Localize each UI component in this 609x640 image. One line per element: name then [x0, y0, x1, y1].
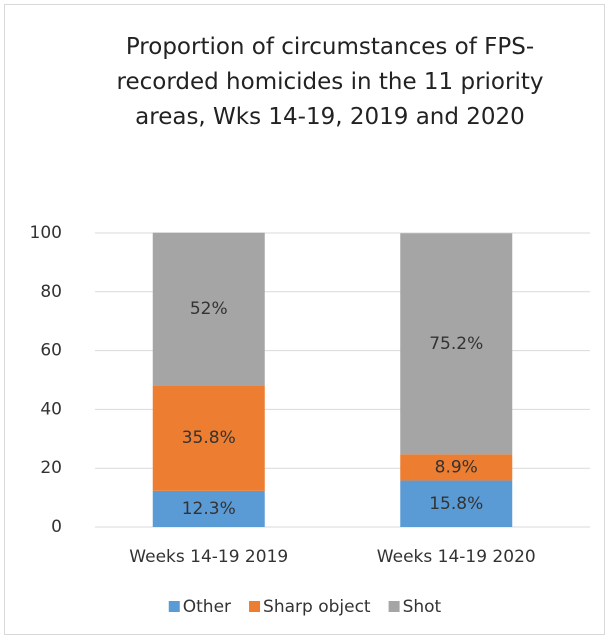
y-tick-label: 80 — [40, 282, 62, 302]
legend-swatch — [168, 601, 180, 612]
data-label: 12.3% — [182, 499, 236, 519]
legend-label: Sharp object — [263, 597, 371, 617]
bar-segment — [152, 490, 265, 527]
data-label: 15.8% — [429, 494, 483, 514]
bar-segment — [400, 480, 513, 527]
y-tick-label: 20 — [40, 458, 62, 478]
bar-segment — [400, 454, 513, 481]
legend-swatch — [388, 601, 400, 612]
data-label: 75.2% — [429, 334, 483, 354]
y-tick-label: 0 — [51, 517, 62, 537]
y-tick-label: 60 — [40, 341, 62, 361]
chart-title: Proportion of circumstances of FPS-recor… — [116, 34, 544, 130]
y-tick-label: 40 — [40, 399, 62, 419]
y-tick-label: 100 — [30, 223, 62, 243]
data-label: 35.8% — [182, 428, 236, 448]
x-tick-label: Weeks 14-19 2020 — [377, 547, 536, 567]
bar-segment — [400, 233, 513, 455]
data-label: 8.9% — [435, 457, 478, 477]
bar-segment — [152, 385, 265, 491]
data-label: 52% — [190, 299, 228, 319]
bar-segment — [152, 232, 265, 386]
legend-label: Shot — [403, 597, 442, 617]
x-tick-label: Weeks 14-19 2019 — [129, 547, 288, 567]
legend-label: Other — [183, 597, 231, 617]
legend-swatch — [249, 601, 261, 612]
